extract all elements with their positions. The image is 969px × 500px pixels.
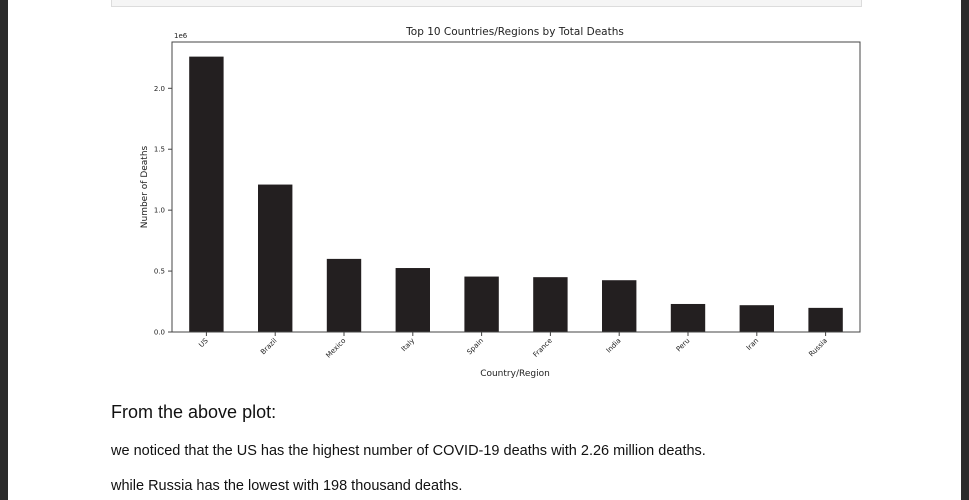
x-tick-label-brazil: Brazil	[259, 337, 279, 357]
y-axis-ticks: 0.0 0.5 1.0 1.5 2.0	[154, 85, 172, 337]
x-tick-label-france: France	[532, 337, 554, 359]
y-tick-label: 0.0	[154, 329, 165, 337]
bar-us	[189, 56, 224, 332]
x-axis-label: Country/Region	[480, 369, 550, 379]
x-tick-label-russia: Russia	[807, 337, 829, 359]
x-axis-ticks: US Brazil Mexico Italy Spain France India Peru I…	[197, 332, 829, 360]
markdown-heading: From the above plot:	[111, 402, 277, 422]
bar-iran	[739, 305, 774, 332]
markdown-paragraph-2: while Russia has the lowest with 198 tho…	[111, 478, 463, 494]
bar-france	[533, 277, 568, 332]
markdown-paragraph-1: we noticed that the US has the highest n…	[111, 443, 706, 459]
x-tick-label-india: India	[605, 337, 623, 355]
y-tick-label: 2.0	[154, 85, 165, 93]
bars	[189, 56, 843, 332]
code-cell-bottom	[111, 0, 862, 7]
bar-italy	[395, 268, 430, 332]
bar-spain	[464, 276, 499, 332]
notebook-page	[8, 0, 961, 500]
x-tick-label-mexico: Mexico	[324, 337, 347, 360]
bar-brazil	[258, 184, 293, 332]
x-tick-label-italy: Italy	[400, 337, 416, 353]
bar-chart: Top 10 Countries/Regions by Total Deaths…	[140, 26, 861, 379]
x-tick-label-spain: Spain	[466, 337, 485, 356]
y-axis-offset-label: 1e6	[174, 32, 188, 40]
x-tick-label-iran: Iran	[745, 337, 760, 352]
bar-peru	[670, 303, 706, 332]
y-tick-label: 1.0	[154, 207, 165, 215]
plot-area-frame	[171, 41, 861, 333]
bar-mexico	[326, 258, 362, 332]
y-tick-label: 1.5	[154, 146, 165, 154]
bar-india	[602, 280, 637, 332]
x-tick-label-peru: Peru	[675, 337, 692, 354]
chart-title: Top 10 Countries/Regions by Total Deaths	[405, 26, 624, 38]
bar-russia	[808, 307, 843, 332]
y-tick-label: 0.5	[154, 268, 165, 276]
y-axis-label: Number of Deaths	[140, 145, 150, 228]
x-tick-label-us: US	[197, 336, 210, 349]
